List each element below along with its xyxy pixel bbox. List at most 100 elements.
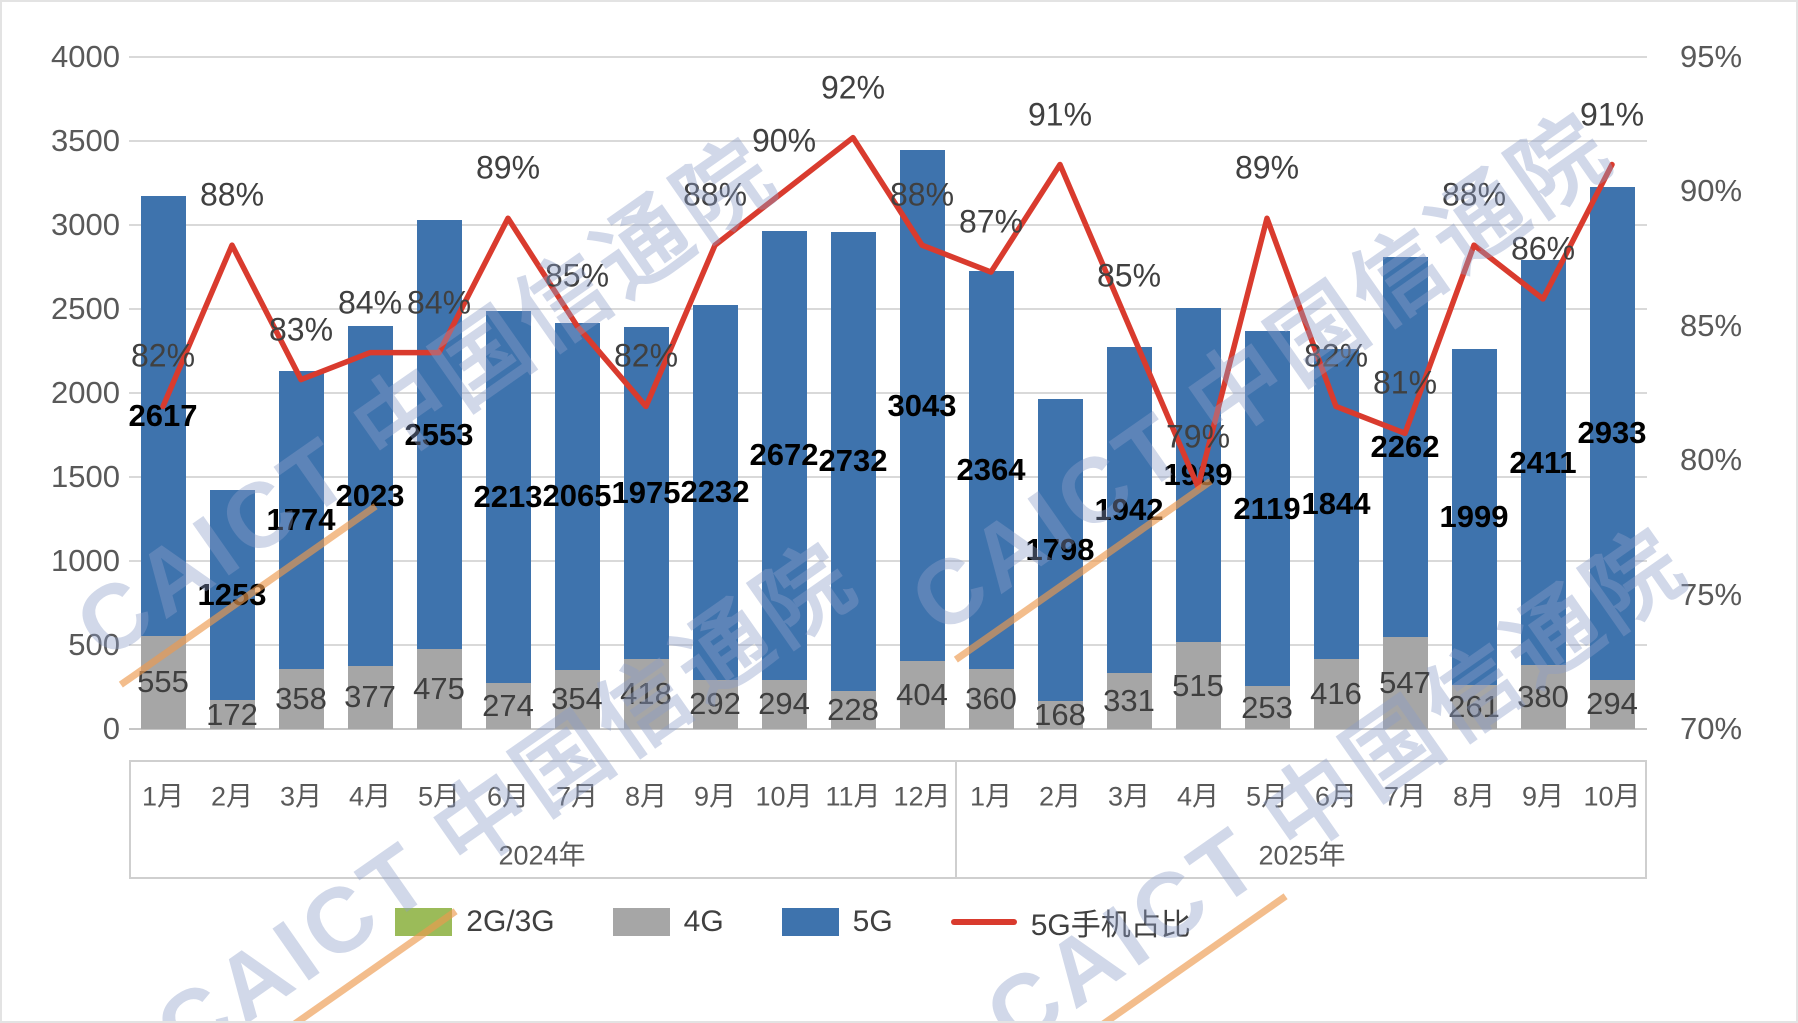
- label-4g: 292: [689, 686, 741, 722]
- gridline-3500: [129, 140, 1647, 142]
- label-4g: 354: [551, 681, 603, 717]
- legend-label: 2G/3G: [466, 905, 555, 938]
- bar-4g-segment: [830, 690, 876, 729]
- label-5g: 2617: [128, 397, 198, 433]
- label-4g: 404: [896, 677, 948, 713]
- bar-4g-segment: [692, 679, 738, 729]
- left-tick-3000: 3000: [51, 207, 120, 242]
- label-5g: 1975: [611, 474, 681, 510]
- label-pct: 79%: [1165, 418, 1231, 455]
- right-tick-90%: 90%: [1680, 173, 1743, 209]
- month-label-5月: 5月: [417, 781, 461, 812]
- label-5g: 2023: [335, 477, 405, 513]
- bar-4g-segment: [1451, 685, 1497, 729]
- left-tick-2500: 2500: [51, 291, 120, 326]
- month-label-5月: 5月: [1245, 781, 1289, 812]
- label-4g: 475: [413, 671, 465, 707]
- label-4g: 331: [1103, 683, 1155, 719]
- legend-label: 5G: [852, 905, 893, 938]
- bar-4g-segment: [1589, 679, 1635, 729]
- gridline-1000: [129, 560, 1647, 562]
- left-tick-1500: 1500: [51, 459, 120, 494]
- bar-4g-segment: [209, 700, 255, 729]
- label-pct: 82%: [130, 337, 196, 374]
- month-label-6月: 6月: [1314, 781, 1358, 812]
- label-pct: 82%: [613, 337, 679, 374]
- month-label-9月: 9月: [1521, 781, 1565, 812]
- bar-4g-segment: [899, 661, 945, 729]
- label-4g: 555: [137, 664, 189, 700]
- bar-4g-segment: [347, 665, 393, 729]
- right-tick-80%: 80%: [1680, 442, 1743, 478]
- label-pct: 85%: [544, 257, 610, 294]
- label-4g: 547: [1379, 665, 1431, 701]
- gridline-0: [129, 728, 1647, 730]
- bar-4g-segment: [1520, 665, 1566, 729]
- bar-4g-segment: [1313, 659, 1359, 729]
- label-4g: 380: [1517, 679, 1569, 715]
- bar-4g-segment: [554, 669, 600, 729]
- month-label-10月: 10月: [755, 781, 813, 812]
- month-label-4月: 4月: [348, 781, 392, 812]
- right-tick-75%: 75%: [1680, 576, 1743, 612]
- left-tick-4000: 4000: [51, 39, 120, 74]
- label-5g: 2232: [680, 474, 750, 510]
- bar-4g-segment: [140, 635, 186, 729]
- month-label-12月: 12月: [893, 781, 951, 812]
- label-pct: 90%: [751, 122, 817, 159]
- label-4g: 261: [1448, 689, 1500, 725]
- month-label-11月: 11月: [825, 781, 881, 812]
- legend-label: 4G: [683, 905, 724, 938]
- label-pct: 87%: [958, 203, 1024, 240]
- label-4g: 360: [965, 680, 1017, 716]
- label-5g: 2262: [1370, 429, 1440, 465]
- gridline-500: [129, 644, 1647, 646]
- label-4g: 377: [344, 679, 396, 715]
- bar-4g-segment: [278, 668, 324, 729]
- month-label-7月: 7月: [555, 781, 599, 812]
- month-label-3月: 3月: [279, 781, 323, 812]
- label-pct: 81%: [1372, 364, 1438, 401]
- left-tick-1000: 1000: [51, 543, 120, 578]
- month-label-4月: 4月: [1176, 781, 1220, 812]
- month-label-8月: 8月: [624, 781, 668, 812]
- label-5g: 1774: [266, 501, 336, 537]
- bar-4g-segment: [1244, 686, 1290, 729]
- right-tick-70%: 70%: [1680, 711, 1743, 746]
- bar-4g-segment: [485, 682, 531, 729]
- legend-item-4G: 4G: [612, 905, 724, 939]
- label-5g: 2933: [1577, 415, 1647, 451]
- label-pct: 85%: [1096, 257, 1162, 294]
- label-pct: 84%: [337, 284, 403, 321]
- label-4g: 274: [482, 687, 534, 723]
- legend-item-5G: 5G: [781, 905, 893, 939]
- left-tick-500: 500: [68, 627, 120, 662]
- label-4g: 168: [1034, 696, 1086, 732]
- month-label-3月: 3月: [1107, 781, 1151, 812]
- month-label-10月: 10月: [1583, 781, 1641, 812]
- legend-label: 5G手机占比: [1030, 909, 1191, 942]
- month-label-1月: 1月: [141, 781, 185, 812]
- year-label-2024: 2024年: [498, 840, 586, 871]
- label-pct: 88%: [199, 176, 265, 213]
- bar-5g-segment: [209, 489, 255, 701]
- x-axis-year-divider: [955, 760, 957, 879]
- legend-swatch-icon: [781, 908, 839, 936]
- label-5g: 2213: [473, 479, 543, 515]
- bar-4g-segment: [416, 649, 462, 729]
- bar-4g-segment: [623, 658, 669, 729]
- label-pct: 86%: [1510, 230, 1576, 267]
- label-5g: 2553: [404, 416, 474, 452]
- label-5g: 1989: [1163, 457, 1233, 493]
- bar-4g-segment: [1037, 700, 1083, 729]
- label-5g: 2364: [956, 451, 1026, 487]
- right-tick-95%: 95%: [1680, 39, 1743, 74]
- label-pct: 89%: [1234, 149, 1300, 186]
- month-label-2月: 2月: [1038, 781, 1082, 812]
- left-tick-2000: 2000: [51, 375, 120, 410]
- label-5g: 2732: [818, 443, 888, 479]
- bar-4g-segment: [1106, 673, 1152, 729]
- label-pct: 83%: [268, 311, 334, 348]
- label-pct: 91%: [1027, 96, 1093, 133]
